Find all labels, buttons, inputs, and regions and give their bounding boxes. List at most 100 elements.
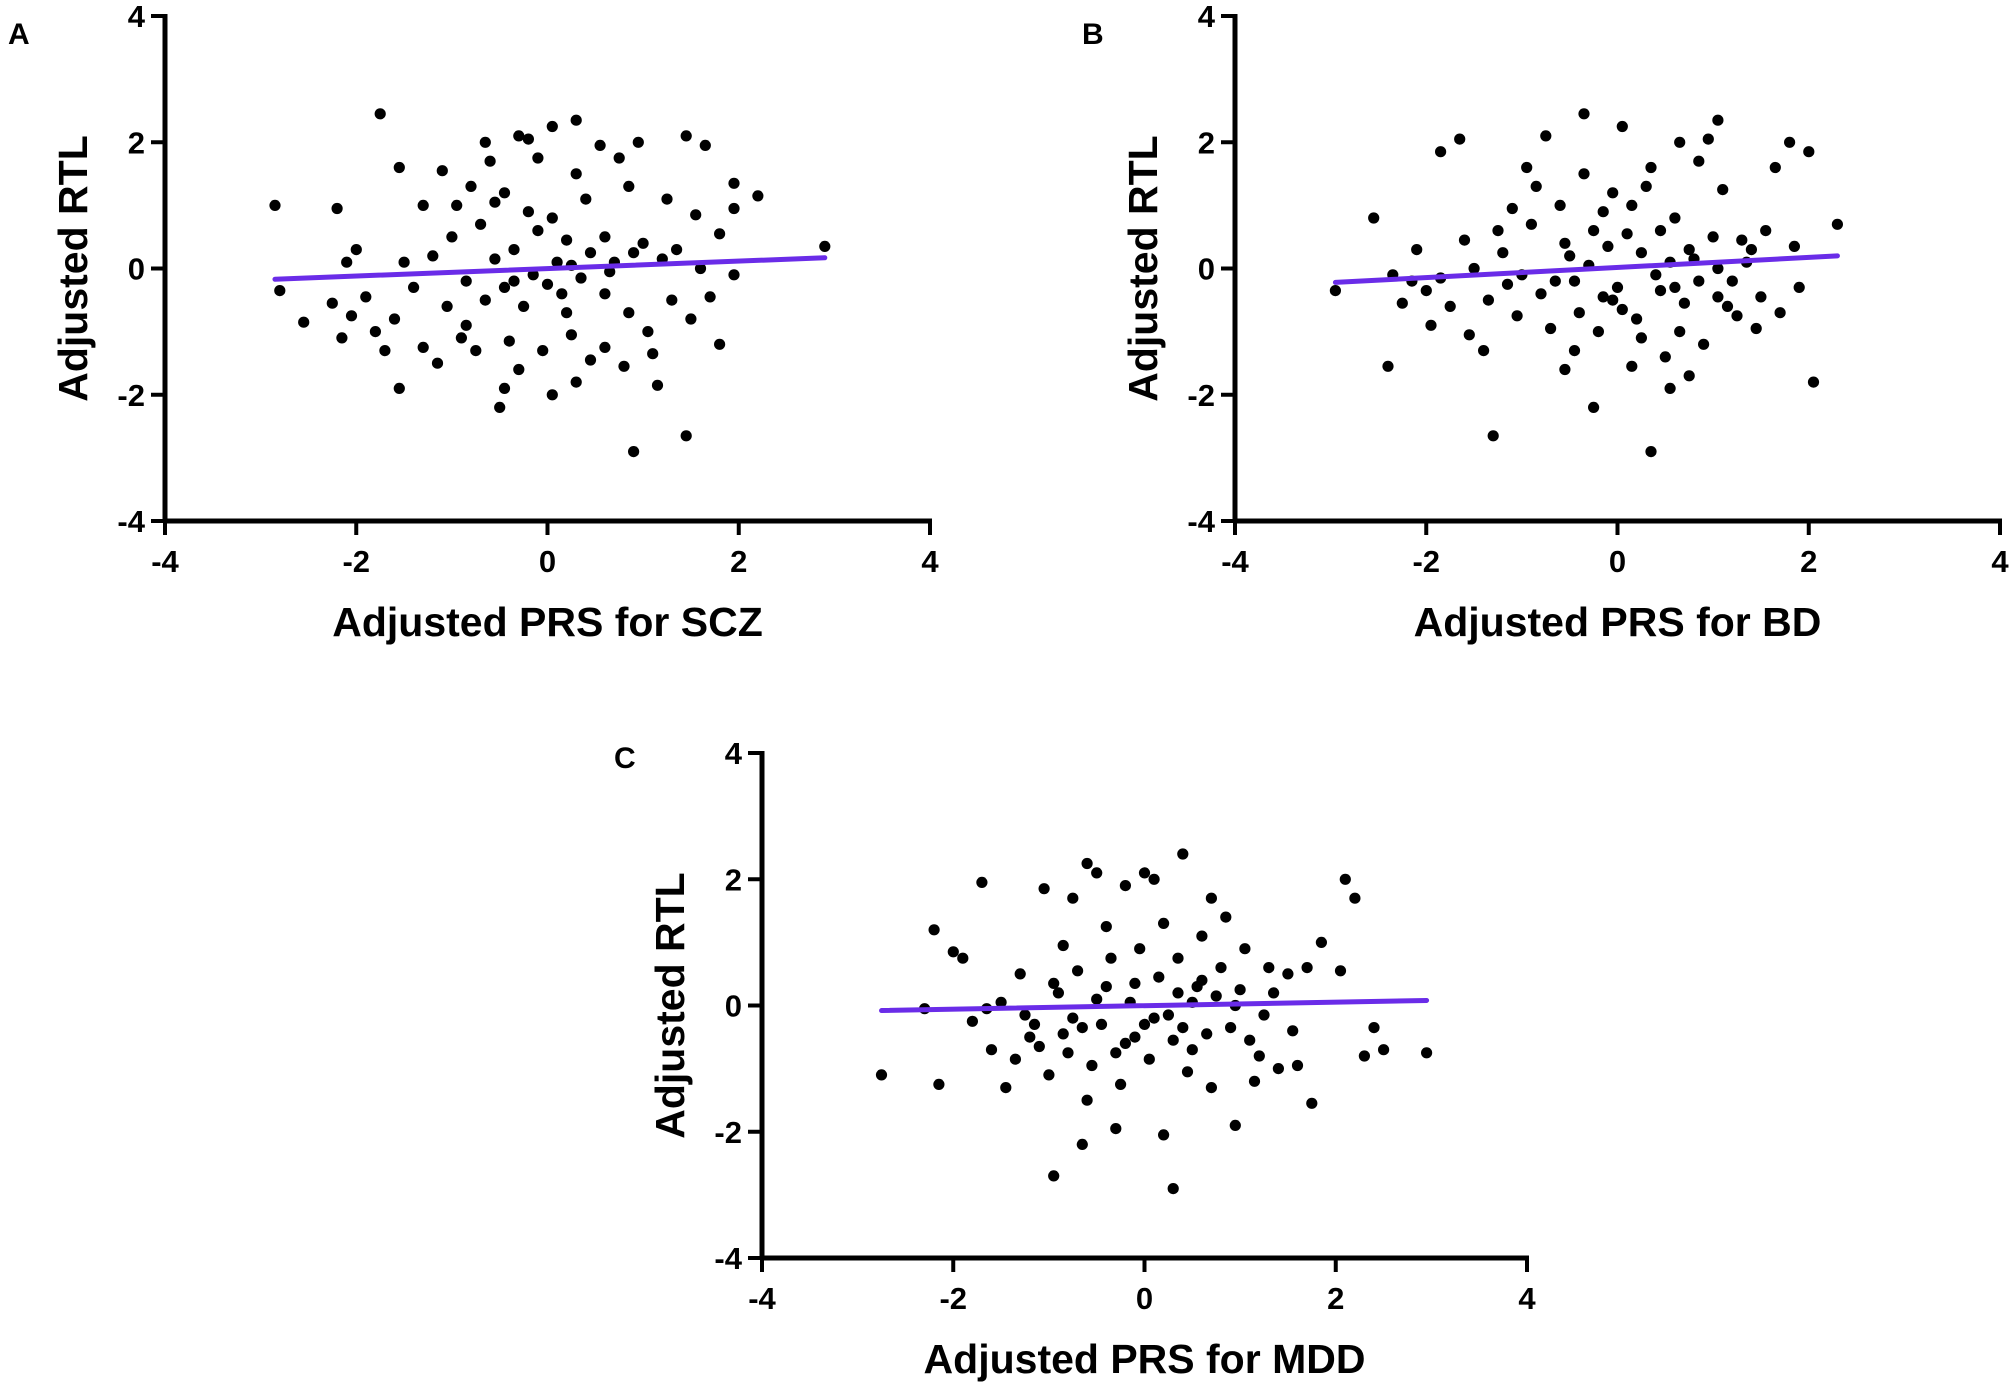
data-point xyxy=(1244,1034,1256,1046)
data-point xyxy=(1095,1018,1108,1030)
data-point xyxy=(1616,120,1628,133)
fit-line xyxy=(879,997,1430,1014)
data-point xyxy=(1081,857,1093,870)
data-point xyxy=(498,281,511,293)
data-point xyxy=(556,288,568,300)
x-axis-label: Adjusted PRS for MDD xyxy=(924,1336,1366,1382)
data-point xyxy=(714,228,726,240)
data-point xyxy=(1329,285,1341,297)
data-point xyxy=(479,294,491,306)
data-point xyxy=(1048,977,1060,990)
data-point xyxy=(513,130,525,142)
data-point xyxy=(1712,114,1724,126)
y-tick-label: 2 xyxy=(128,125,145,160)
data-point xyxy=(1062,1047,1074,1059)
x-tick-label: 2 xyxy=(1800,544,1817,579)
x-axis-label: Adjusted PRS for SCZ xyxy=(332,599,763,645)
data-point xyxy=(1736,234,1748,246)
data-point xyxy=(623,180,635,192)
data-point xyxy=(1616,303,1628,316)
data-point xyxy=(1201,1028,1213,1040)
data-point xyxy=(1143,1053,1155,1065)
data-point xyxy=(1019,1009,1031,1021)
y-axis-label: Adjusted RTL xyxy=(647,872,693,1138)
data-point xyxy=(1506,202,1518,215)
data-point xyxy=(1807,376,1820,388)
data-point xyxy=(1234,984,1246,996)
data-point xyxy=(446,231,458,243)
fit-line xyxy=(1332,253,1840,285)
data-point xyxy=(503,335,515,347)
data-point xyxy=(1196,974,1208,986)
data-point xyxy=(1086,1059,1098,1072)
data-point xyxy=(1487,430,1499,442)
data-point xyxy=(584,247,597,259)
data-point xyxy=(1396,297,1408,309)
data-point xyxy=(1248,1075,1261,1087)
data-point xyxy=(1831,218,1843,230)
x-tick-label: 0 xyxy=(539,544,556,579)
data-point xyxy=(1664,382,1676,394)
data-point xyxy=(1028,1018,1041,1030)
data-point xyxy=(436,165,448,177)
data-point xyxy=(1621,228,1633,240)
data-point xyxy=(928,924,940,936)
data-point xyxy=(632,136,644,148)
x-tick-label: -2 xyxy=(939,1281,967,1316)
data-point xyxy=(427,250,439,262)
data-point xyxy=(1263,962,1275,974)
data-point xyxy=(1607,187,1619,199)
data-point xyxy=(518,300,530,312)
data-point xyxy=(522,133,535,145)
data-point xyxy=(1115,1078,1127,1090)
y-tick-label: 0 xyxy=(128,252,145,287)
data-point xyxy=(1492,225,1504,237)
data-point xyxy=(1669,281,1681,293)
y-axis-label: Adjusted RTL xyxy=(1120,135,1166,401)
panel-c: C -4 -2 0 2 4 -4 -2 0 2 4 Adjusted PRS for MDD Adjus… xyxy=(614,736,1536,1382)
data-point xyxy=(1645,161,1657,174)
data-point xyxy=(455,332,467,344)
data-point xyxy=(599,231,611,243)
data-point xyxy=(350,244,362,256)
data-point xyxy=(484,155,496,167)
data-point xyxy=(623,307,635,319)
data-point xyxy=(1009,1053,1022,1065)
data-point xyxy=(1105,952,1117,964)
x-tick-label: 2 xyxy=(1327,1281,1344,1316)
data-point xyxy=(1215,962,1227,974)
data-point xyxy=(995,996,1007,1008)
data-point xyxy=(1803,146,1815,158)
data-point xyxy=(637,237,649,249)
data-point xyxy=(1535,288,1547,300)
data-point xyxy=(1258,1009,1270,1021)
panel-letter: A xyxy=(8,18,30,51)
data-point xyxy=(1731,310,1743,322)
data-point xyxy=(1148,1012,1160,1024)
data-point xyxy=(976,876,988,889)
data-point xyxy=(489,196,501,208)
data-point xyxy=(1134,943,1146,955)
data-point xyxy=(460,319,472,331)
x-axis-label: Adjusted PRS for BD xyxy=(1414,599,1822,645)
data-point xyxy=(1693,275,1705,287)
data-point xyxy=(374,108,386,120)
data-point xyxy=(1110,1047,1122,1059)
data-point xyxy=(1458,234,1471,246)
y-tick-label: 4 xyxy=(1198,0,1216,34)
data-point xyxy=(1559,363,1571,376)
x-tick-label: -2 xyxy=(1412,544,1440,579)
data-point xyxy=(1444,300,1456,312)
data-point xyxy=(1205,892,1217,904)
data-point xyxy=(1650,269,1662,281)
data-point xyxy=(1196,930,1208,942)
data-point xyxy=(1287,1025,1299,1037)
data-point xyxy=(1640,180,1652,192)
x-tick-label: 4 xyxy=(1518,1281,1536,1316)
data-point xyxy=(1693,155,1705,167)
data-point xyxy=(408,281,420,293)
data-point xyxy=(1038,883,1050,895)
data-point xyxy=(1607,294,1619,306)
data-point xyxy=(1726,275,1738,287)
data-point xyxy=(1578,168,1590,180)
